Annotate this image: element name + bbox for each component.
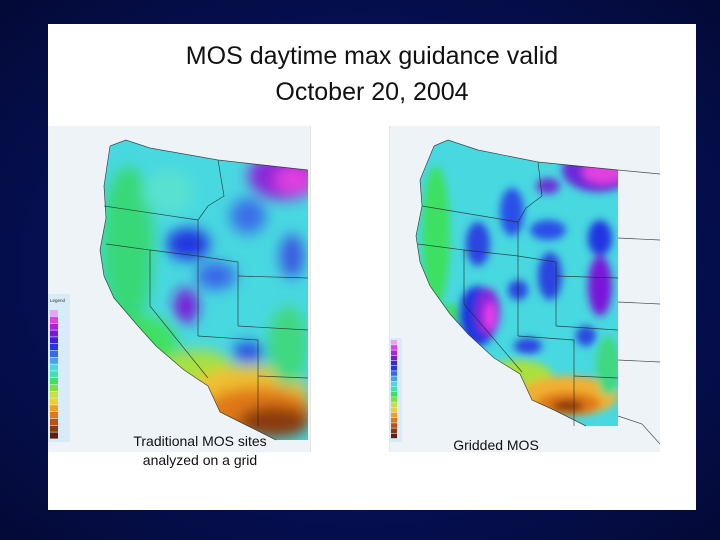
caption-traditional: Traditional MOS sites analyzed on a grid: [104, 432, 296, 470]
legend-swatch: [50, 337, 58, 344]
map-traditional-mos: Legend: [48, 126, 311, 452]
caption-line-1: Gridded MOS: [453, 437, 539, 453]
legend-swatch: [391, 412, 397, 418]
legend-swatch: [391, 433, 397, 439]
legend-swatch: [50, 344, 58, 351]
legend-swatch: [50, 425, 58, 432]
state-borders: [99, 139, 309, 441]
legend-swatch: [50, 412, 58, 419]
legend-swatch: [50, 405, 58, 412]
legend-swatch: [50, 378, 58, 385]
title-line-2: October 20, 2004: [275, 78, 469, 106]
legend-swatch: [391, 423, 397, 428]
legend-swatch: [50, 323, 58, 330]
caption-line-1: Traditional MOS sites: [133, 433, 267, 449]
legend-swatch: [50, 398, 58, 405]
legend-swatches: [391, 340, 397, 439]
legend-swatch: [50, 384, 58, 391]
map-gridded-mos: [389, 126, 660, 452]
legend-swatch: [391, 397, 397, 402]
legend-swatch: [50, 350, 58, 357]
legend-swatches: [50, 310, 58, 439]
legend-swatch: [391, 407, 397, 413]
legend-swatch: [391, 381, 397, 387]
legend-swatch: [391, 340, 397, 345]
legend-swatch: [50, 371, 58, 378]
legend-swatch: [391, 376, 397, 381]
legend-swatch: [50, 364, 58, 371]
legend: [390, 338, 402, 442]
slide-title: MOS daytime max guidance valid October 2…: [48, 38, 696, 110]
legend-title: Legend: [50, 298, 66, 303]
legend: Legend: [48, 294, 70, 442]
title-line-1: MOS daytime max guidance valid: [185, 42, 559, 70]
legend-swatch: [391, 345, 397, 350]
legend-swatch: [50, 432, 58, 439]
legend-swatch: [50, 310, 58, 317]
legend-swatch: [391, 355, 397, 361]
legend-swatch: [391, 428, 397, 433]
legend-swatch: [391, 360, 397, 366]
legend-swatch: [391, 371, 397, 376]
legend-swatch: [391, 350, 397, 355]
caption-gridded: Gridded MOS: [426, 436, 566, 455]
legend-swatch: [391, 366, 397, 371]
legend-swatch: [391, 418, 397, 423]
legend-swatch: [50, 330, 58, 337]
legend-swatch: [50, 316, 58, 323]
caption-line-2: analyzed on a grid: [142, 452, 258, 468]
legend-swatch: [391, 402, 397, 407]
state-borders: [415, 139, 660, 445]
legend-swatch: [50, 357, 58, 364]
legend-swatch: [391, 386, 397, 392]
maps-figure: Legend: [48, 126, 660, 452]
legend-swatch: [50, 391, 58, 398]
legend-swatch: [391, 392, 397, 397]
legend-swatch: [50, 418, 58, 425]
